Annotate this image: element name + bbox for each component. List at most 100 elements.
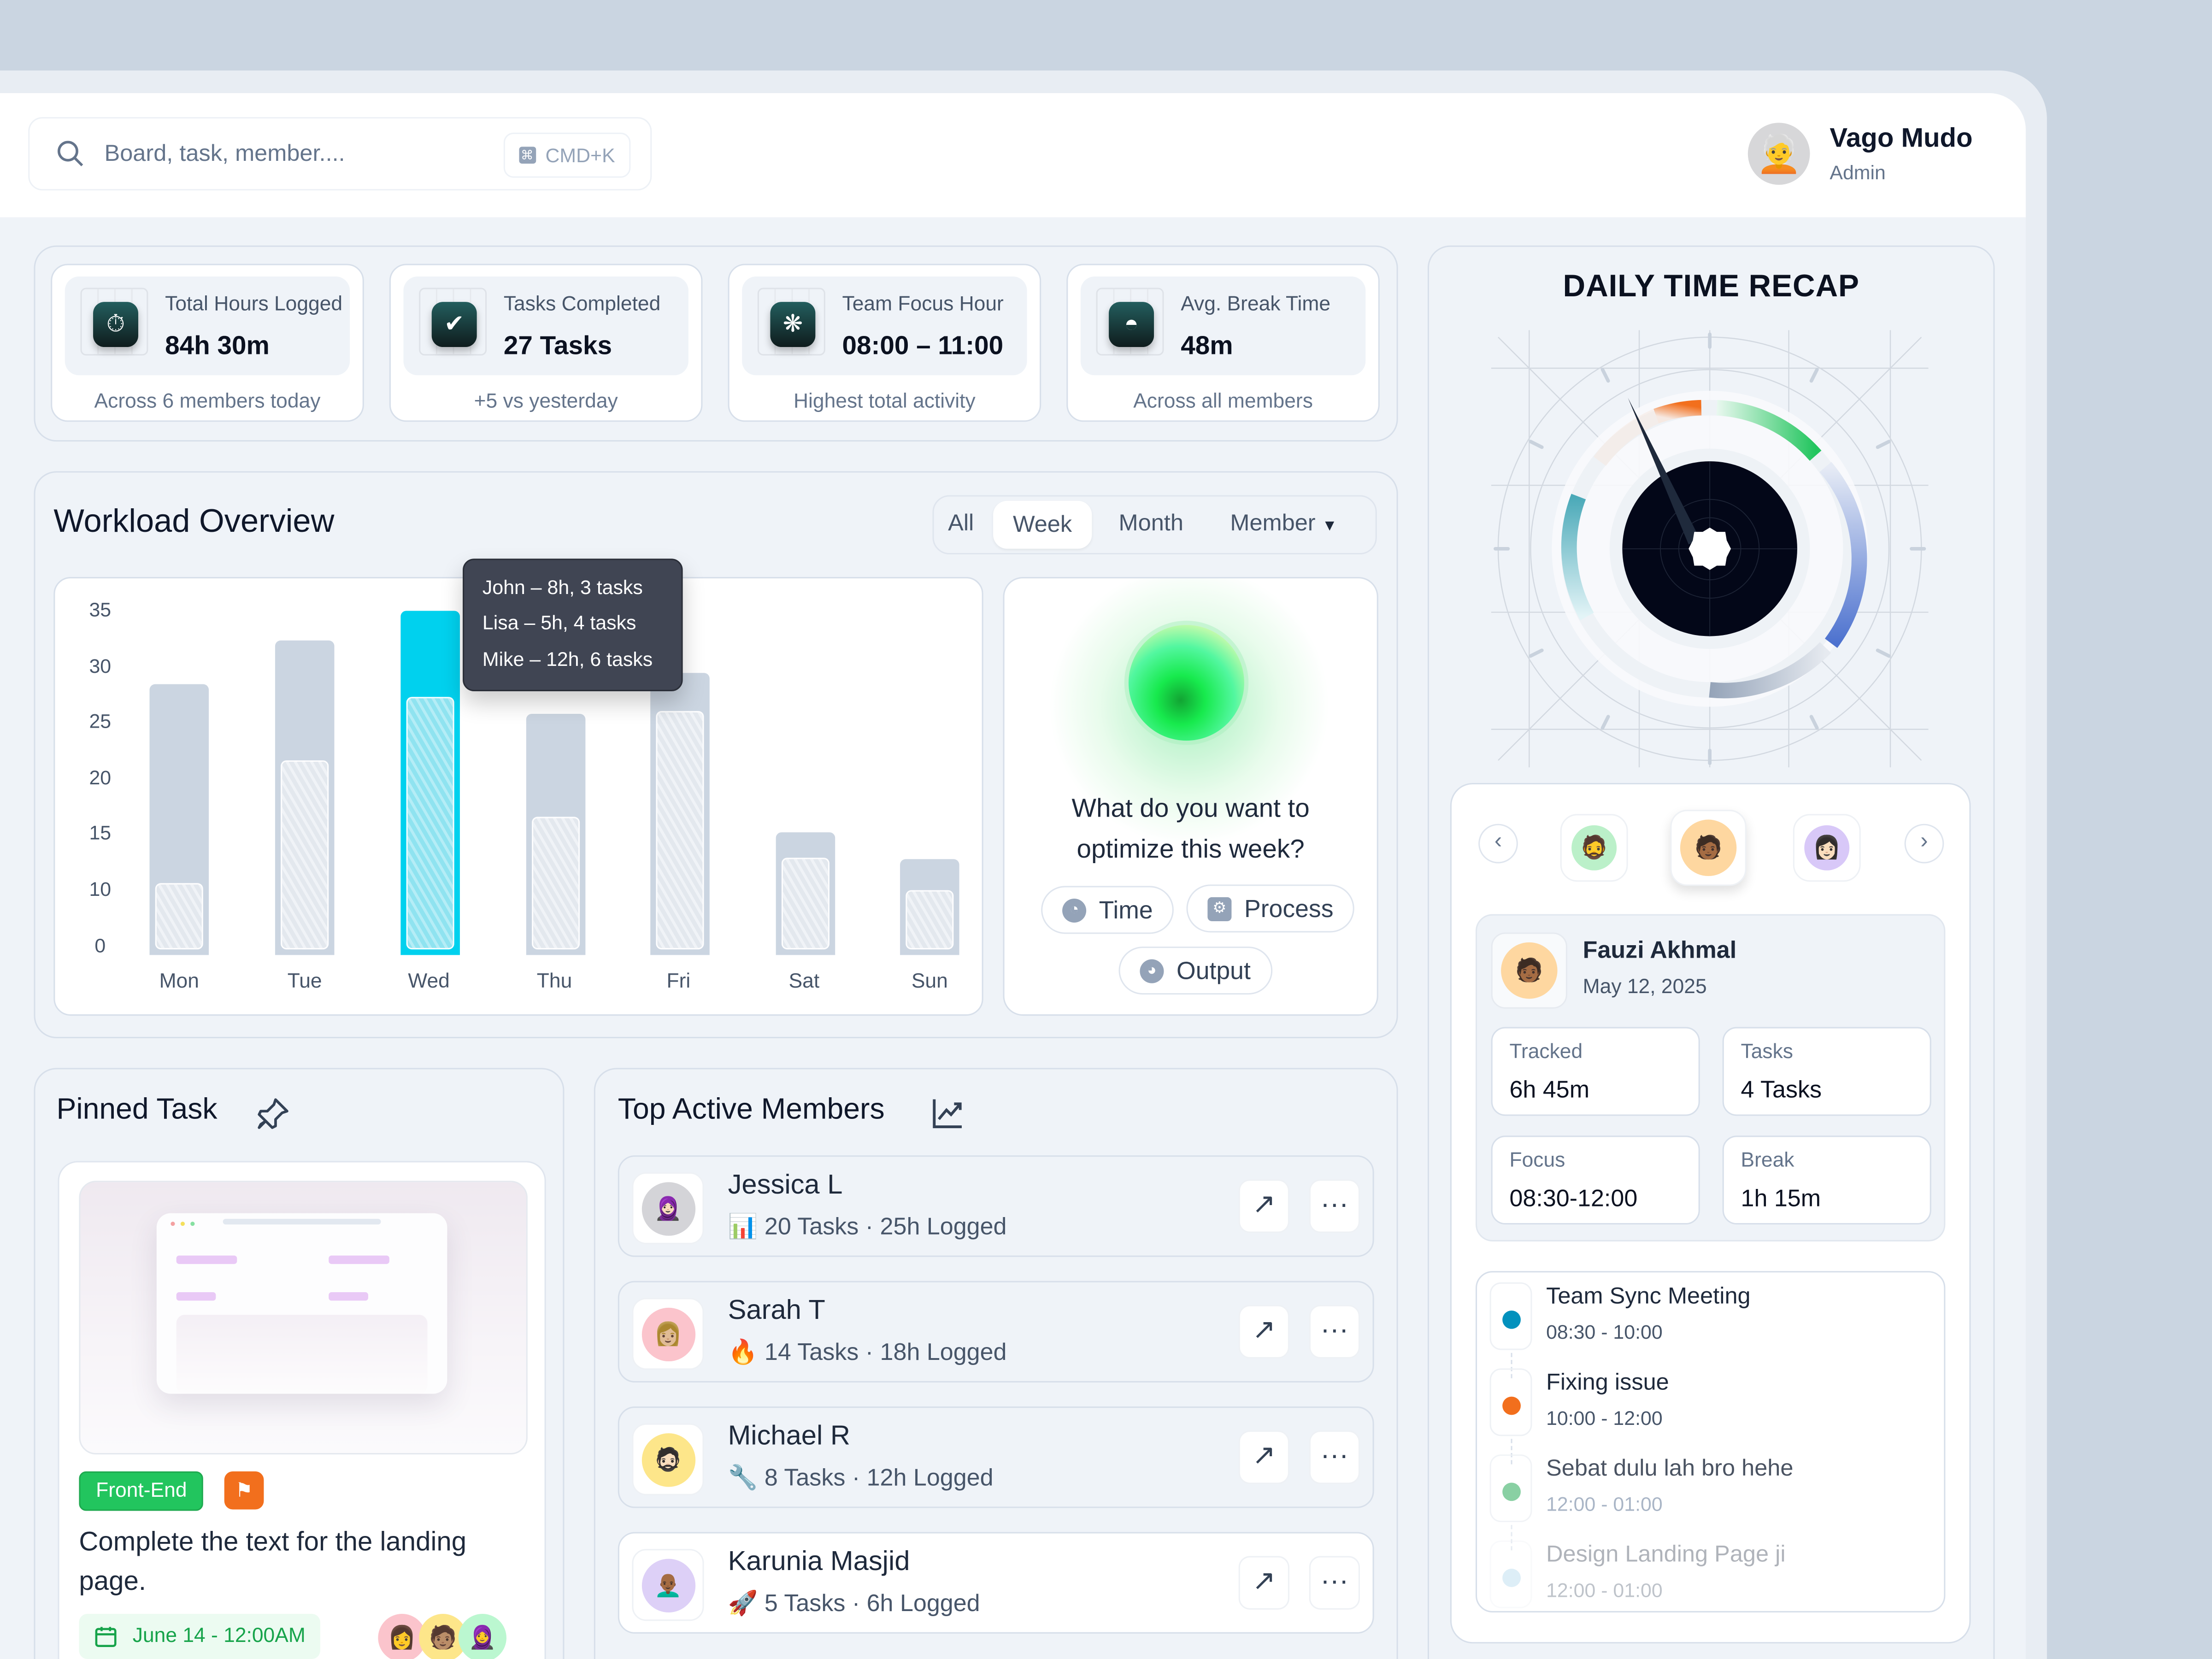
stat-value: 84h 30m [165,330,270,360]
filter-month[interactable]: Month [1118,511,1183,536]
bar-completed-segment [906,890,954,950]
stat-label: Total Hours Logged [165,293,343,316]
app-window: Board, task, member.... ⌘ CMD+K 🧑‍🦳 Vago … [0,93,2026,1659]
member-row[interactable]: 👨🏾‍🦲 Karunia Masjid 🚀 5 Tasks · 6h Logge… [618,1532,1374,1634]
bar-completed-segment [781,857,830,950]
schedule-title: Team Sync Meeting [1546,1283,1751,1309]
recap-title: DAILY TIME RECAP [1563,268,1859,304]
bar-mon[interactable] [149,684,209,955]
option-label: Time [1099,895,1153,924]
tooltip-line: Mike – 12h, 6 tasks [482,647,653,671]
bar-tue[interactable] [275,641,335,955]
x-label: Wed [408,971,450,994]
stat-sub: Across 6 members today [94,390,321,413]
member-meta: 🚀 5 Tasks · 6h Logged [728,1590,980,1618]
more-options-button[interactable]: ··· [1309,1556,1360,1610]
flag-icon[interactable]: ⚑ [224,1471,264,1510]
member-meta: 🔥 14 Tasks · 18h Logged [728,1339,1007,1367]
top-bar: Board, task, member.... ⌘ CMD+K 🧑‍🦳 Vago … [0,93,2026,218]
next-member-button[interactable]: › [1904,824,1944,864]
bar-thu[interactable] [526,713,586,955]
pie-chart-icon: ◕ [1140,959,1164,983]
y-tick: 10 [89,877,112,900]
member-avatar-tile[interactable]: 🧔 [1560,814,1628,882]
open-member-button[interactable]: ↗ [1238,1556,1289,1610]
x-label: Thu [536,971,572,994]
x-label: Tue [287,971,322,994]
shortcut-label: CMD+K [545,144,615,167]
schedule-item[interactable]: Team Sync Meeting 08:30 - 10:00 [1489,1278,1913,1350]
metric-label: Tasks [1741,1041,1794,1064]
y-tick: 15 [89,821,112,844]
member-avatar-tile-selected[interactable]: 🧑🏾 [1670,810,1747,886]
bar-wed[interactable] [400,610,460,955]
member-row[interactable]: 🧔🏻 Michael R 🔧 8 Tasks · 12h Logged ↗ ··… [618,1406,1374,1508]
more-options-button[interactable]: ··· [1309,1430,1360,1484]
period-filter: All Week Month Member ▼ [932,495,1377,555]
filter-all[interactable]: All [948,511,974,536]
workload-panel: Workload Overview All Week Month Member … [34,471,1398,1039]
filter-week[interactable]: Week [993,500,1092,549]
avatar: 👩🏻 [1804,825,1850,871]
metric-label: Break [1741,1149,1794,1172]
stat-card-focus: ❋ Team Focus Hour 08:00 – 11:00 Highest … [728,264,1041,422]
search-placeholder: Board, task, member.... [104,141,345,167]
avatar: 🧕 [458,1614,506,1659]
filter-member-label: Member [1230,511,1316,536]
member-name: Fauzi Akhmal [1583,936,1737,964]
filter-member[interactable]: Member ▼ [1230,511,1337,537]
member-name: Sarah T [728,1295,825,1326]
optimize-question: What do you want to optimize this week? [1071,793,1310,864]
bowl-icon: ◓ [1109,302,1154,347]
more-options-button[interactable]: ··· [1309,1305,1360,1359]
user-profile[interactable]: 🧑‍🦳 Vago Mudo Admin [1747,123,1973,185]
assignee-avatars[interactable]: 👩 🧑🏽 🧕 [378,1614,519,1659]
bar-sat[interactable] [776,833,835,955]
schedule-item[interactable]: Sebat dulu lah bro hehe 12:00 - 01:00 [1489,1450,1913,1523]
option-time[interactable]: ◔ Time [1041,886,1174,934]
fire-icon: 🔥 [728,1339,758,1366]
option-process[interactable]: ⚙ Process [1186,884,1355,933]
pinned-task-card[interactable]: Front-End ⚑ Complete the text for the la… [58,1161,546,1659]
option-output[interactable]: ◕ Output [1118,947,1272,995]
metric-tasks: Tasks 4 Tasks [1722,1027,1931,1116]
open-member-button[interactable]: ↗ [1238,1430,1289,1484]
user-role: Admin [1830,160,1886,183]
bar-completed-segment [406,697,454,950]
stat-card-tasks: ✔ Tasks Completed 27 Tasks +5 vs yesterd… [389,264,703,422]
open-member-button[interactable]: ↗ [1238,1305,1289,1359]
more-options-button[interactable]: ··· [1309,1179,1360,1233]
member-row[interactable]: 🧕🏻 Jessica L 📊 20 Tasks · 25h Logged ↗ ·… [618,1155,1374,1257]
member-stats: 5 Tasks · 6h Logged [764,1589,980,1617]
x-label: Sat [788,971,820,994]
prev-member-button[interactable]: ‹ [1478,824,1518,864]
schedule-item[interactable]: Fixing issue 10:00 - 12:00 [1489,1364,1913,1436]
metric-value: 08:30-12:00 [1509,1185,1638,1212]
x-label: Fri [666,971,691,994]
member-avatar-tile[interactable]: 👩🏻 [1793,814,1861,882]
y-tick: 0 [94,934,106,957]
avatar: 🧔🏻 [641,1432,695,1486]
pin-icon[interactable] [253,1094,292,1134]
member-meta: 📊 20 Tasks · 25h Logged [728,1213,1007,1241]
status-dot-icon [1502,1396,1521,1415]
member-row[interactable]: 👩🏼 Sarah T 🔥 14 Tasks · 18h Logged ↗ ··· [618,1281,1374,1382]
avatar: 👩🏼 [641,1307,695,1361]
option-label: Process [1244,894,1334,922]
top-members-panel: Top Active Members 🧕🏻 Jessica L 📊 20 Tas… [594,1068,1398,1659]
open-member-button[interactable]: ↗ [1238,1179,1289,1233]
member-name: Karunia Masjid [728,1546,910,1577]
search-input[interactable]: Board, task, member.... ⌘ CMD+K [28,117,652,191]
tooltip-line: Lisa – 5h, 4 tasks [482,611,636,634]
schedule-time: 08:30 - 10:00 [1546,1320,1663,1343]
search-icon [57,141,83,166]
stat-label: Team Focus Hour [842,293,1004,316]
bar-sun[interactable] [900,859,959,955]
command-icon: ⌘ [518,147,536,164]
due-date-label: June 14 - 12:00AM [132,1625,306,1648]
bar-fri[interactable] [650,673,710,955]
metric-value: 1h 15m [1741,1185,1821,1212]
schedule-item[interactable]: Design Landing Page ji 12:00 - 01:00 [1489,1536,1913,1608]
stat-card-hours: ⏱ Total Hours Logged 84h 30m Across 6 me… [51,264,364,422]
